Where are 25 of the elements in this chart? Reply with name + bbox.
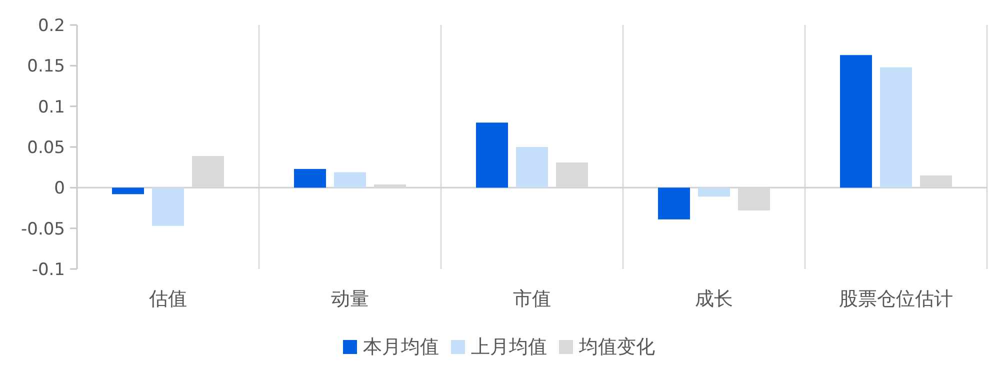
bar [476,122,508,188]
y-tick-label: -0.1 [32,260,65,280]
bar [152,188,184,226]
legend-label: 本月均值 [363,336,439,358]
x-tick-label: 估值 [148,288,187,310]
bar [516,147,548,188]
bar [840,55,872,188]
bar [294,168,326,188]
x-tick-label: 市值 [513,288,551,310]
bar [658,188,690,220]
legend-label: 均值变化 [578,336,655,358]
legend-label: 上月均值 [471,336,547,358]
bar [880,67,912,188]
x-tick-label: 动量 [331,288,369,310]
x-tick-label: 股票仓位估计 [839,288,953,310]
y-tick-label: 0.1 [38,97,65,118]
y-tick-label: 0.2 [38,16,65,36]
bar [334,172,366,188]
y-tick-label: 0.05 [27,138,65,158]
bar [112,188,144,194]
y-tick-label: -0.05 [21,219,65,240]
y-tick-label: 0.15 [27,56,65,77]
bar [698,188,730,197]
y-tick-label: 0 [54,178,65,199]
x-tick-label: 成长 [695,288,733,310]
